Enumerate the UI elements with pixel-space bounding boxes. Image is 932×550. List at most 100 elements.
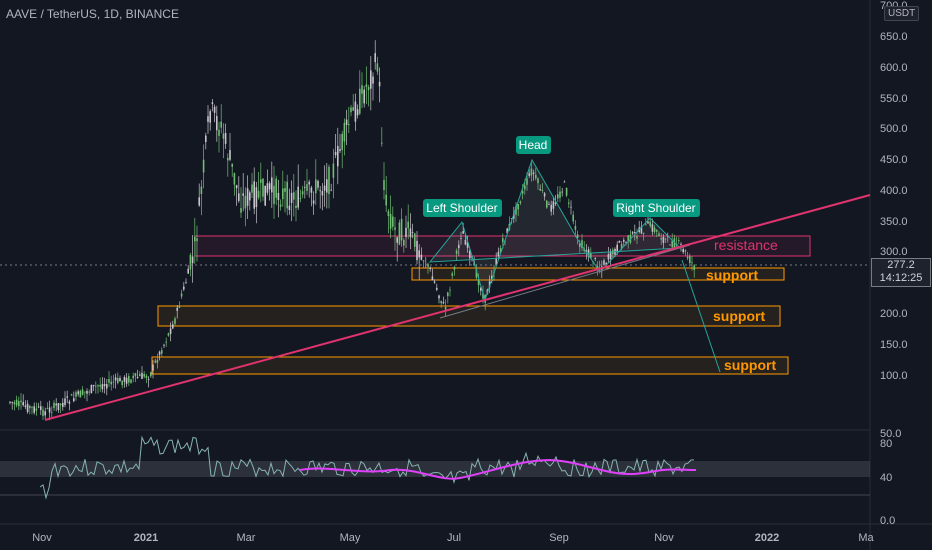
price-tick: 200.0 <box>880 308 908 320</box>
candle-body <box>645 224 647 226</box>
price-tick: 350.0 <box>880 216 908 228</box>
candle-body <box>293 192 295 200</box>
candle-body <box>315 179 317 194</box>
candle-body <box>460 238 462 240</box>
candle-body <box>678 240 680 241</box>
candle-body <box>649 221 651 227</box>
candle-body <box>436 287 438 290</box>
candle-body <box>22 401 24 406</box>
candle-body <box>297 186 299 208</box>
candle-body <box>372 76 374 84</box>
candle-body <box>81 389 84 395</box>
price-axis[interactable]: 700.0 650.0 600.0 550.0 500.0 450.0 400.… <box>880 0 908 440</box>
candle-body <box>691 262 693 264</box>
candle-body <box>301 191 304 195</box>
candle-body <box>684 250 687 252</box>
candle-body <box>295 205 297 209</box>
candle-body <box>343 122 346 142</box>
candle-body <box>447 292 449 297</box>
candle-body <box>211 102 214 105</box>
time-tick: Nov <box>32 532 52 544</box>
support-zone-2[interactable] <box>157 305 781 327</box>
candle-body <box>497 251 500 257</box>
rsi-tick: 0.0 <box>880 515 895 527</box>
left-shoulder-label[interactable]: Left Shoulder <box>423 199 502 217</box>
right-shoulder-label[interactable]: Right Shoulder <box>613 199 700 217</box>
candle-body <box>642 232 645 234</box>
candle-body <box>189 254 192 270</box>
candle-body <box>183 286 185 290</box>
candle-body <box>253 181 255 209</box>
head-label[interactable]: Head <box>516 136 551 154</box>
svg-text:Left Shoulder: Left Shoulder <box>426 201 497 215</box>
candle-body <box>334 151 337 156</box>
candle-body <box>147 379 150 380</box>
candle-body <box>246 188 249 206</box>
candle-body <box>205 135 207 143</box>
candle-body <box>480 287 482 291</box>
time-axis[interactable]: Nov 2021 Mar May Jul Sep Nov 2022 Ma <box>32 532 874 544</box>
candle-body <box>26 403 29 412</box>
candle-body <box>24 405 27 407</box>
candle-body <box>565 188 568 196</box>
candle-body <box>134 373 137 377</box>
candle-body <box>576 234 579 239</box>
candle-body <box>73 398 75 402</box>
time-tick: 2022 <box>755 532 779 544</box>
candle-body <box>86 390 88 394</box>
candle-body <box>464 239 467 245</box>
candle-body <box>339 149 341 151</box>
symbol-title[interactable]: AAVE / TetherUS, 1D, BINANCE <box>6 7 179 21</box>
candle-body <box>594 258 596 260</box>
projection-line[interactable] <box>681 259 721 373</box>
candle-body <box>620 244 623 249</box>
support-label-3: support <box>724 357 776 373</box>
candle-body <box>636 236 638 239</box>
candle-body <box>90 384 93 394</box>
candle-body <box>416 240 418 261</box>
candle-body <box>449 289 451 291</box>
candle-body <box>132 375 134 379</box>
neckline[interactable] <box>439 244 691 319</box>
candle-body <box>407 221 409 229</box>
time-tick: May <box>340 532 361 544</box>
candle-body <box>176 307 178 311</box>
candle-body <box>623 239 625 242</box>
candle-body <box>519 201 522 204</box>
candle-body <box>64 398 66 406</box>
candle-body <box>191 256 194 264</box>
head-shoulders-pattern[interactable] <box>428 158 682 302</box>
candle-body <box>128 376 130 383</box>
candle-body <box>482 293 484 299</box>
candle-body <box>319 190 321 192</box>
candle-body <box>198 197 200 206</box>
candle-body <box>429 267 431 270</box>
candle-body <box>442 302 445 304</box>
candle-body <box>341 133 343 150</box>
candle-body <box>550 204 552 212</box>
candle-body <box>165 341 167 343</box>
candle-body <box>396 237 398 243</box>
candle-body <box>209 111 211 123</box>
candle-body <box>18 401 20 407</box>
rsi-tick: 80 <box>880 438 892 450</box>
support-zone-3[interactable] <box>151 356 789 375</box>
candle-body <box>585 250 588 253</box>
candle-body <box>541 189 544 191</box>
support-label-1: support <box>706 267 758 283</box>
price-candles <box>9 40 695 421</box>
currency-button[interactable]: USDT <box>884 6 920 21</box>
ascending-trendline[interactable] <box>44 194 871 421</box>
candle-body <box>552 201 555 209</box>
candle-body <box>506 228 508 233</box>
countdown-timer: 14:12:25 <box>879 272 923 284</box>
candle-body <box>77 391 79 395</box>
candle-body <box>229 150 231 160</box>
candle-body <box>548 203 550 205</box>
candle-body <box>563 181 566 183</box>
candle-body <box>660 238 662 240</box>
time-tick: Mar <box>237 532 256 544</box>
price-tick: 650.0 <box>880 31 908 43</box>
candle-body <box>106 384 108 389</box>
